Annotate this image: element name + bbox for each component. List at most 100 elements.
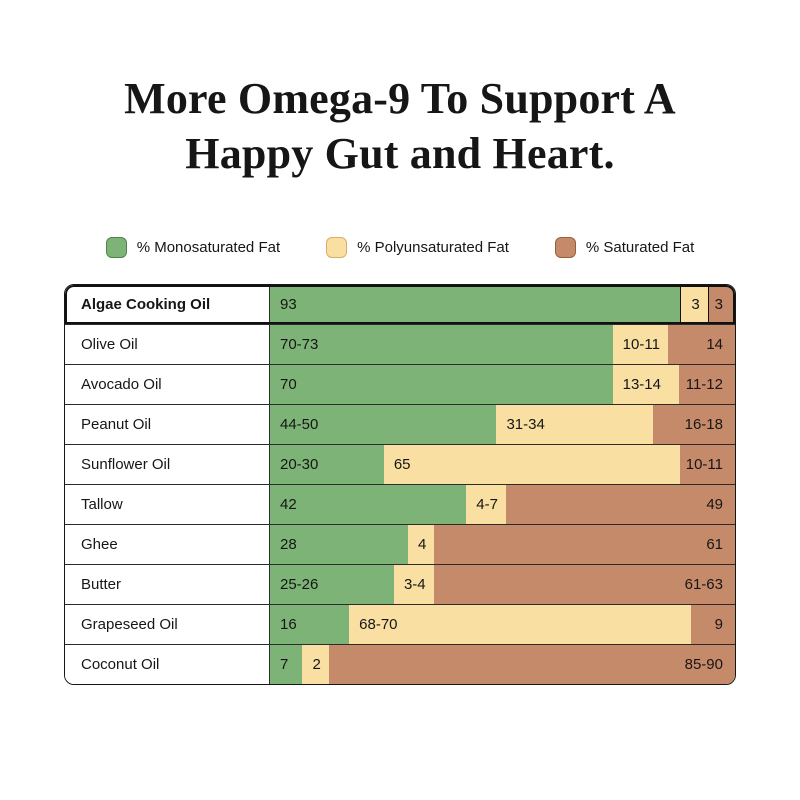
table-row: Algae Cooking Oil 93 3 3 bbox=[65, 285, 735, 325]
bar-value: 11-12 bbox=[685, 376, 723, 394]
bar-value: 3-4 bbox=[403, 576, 426, 594]
legend-item-saturated: % Saturated Fat bbox=[554, 237, 695, 259]
stacked-bar: 44-50 31-34 16-18 bbox=[270, 405, 735, 445]
legend-label-saturated: % Saturated Fat bbox=[585, 239, 695, 257]
row-label: Algae Cooking Oil bbox=[65, 285, 270, 325]
bar-segment-yellow: 3 bbox=[680, 285, 708, 325]
bar-value: 10-11 bbox=[685, 456, 723, 474]
saturated-swatch-icon bbox=[554, 237, 576, 259]
table-row: Olive Oil 70-73 10-11 14 bbox=[65, 324, 735, 365]
row-label: Grapeseed Oil bbox=[65, 605, 270, 645]
bar-value: 61-63 bbox=[684, 576, 723, 594]
bar-value: 4 bbox=[418, 536, 427, 554]
table-row: Butter 25-26 3-4 61-63 bbox=[65, 564, 735, 605]
stacked-bar: 7 2 85-90 bbox=[270, 645, 735, 685]
bar-value: 70-73 bbox=[280, 336, 319, 354]
row-label: Olive Oil bbox=[65, 325, 270, 365]
stacked-bar: 28 4 61 bbox=[270, 525, 735, 565]
bar-value: 20-30 bbox=[280, 456, 319, 474]
table-row: Ghee 28 4 61 bbox=[65, 524, 735, 565]
table-row: Coconut Oil 7 2 85-90 bbox=[65, 644, 735, 685]
bar-segment-yellow: 3-4 bbox=[393, 565, 434, 605]
bar-segment-yellow: 4 bbox=[408, 525, 435, 565]
bar-value: 65 bbox=[393, 456, 411, 474]
bar-segment-brown: 16-18 bbox=[653, 405, 735, 445]
bar-value: 16 bbox=[280, 616, 297, 634]
bar-value: 9 bbox=[714, 616, 723, 634]
row-label: Avocado Oil bbox=[65, 365, 270, 405]
bar-segment-brown: 61-63 bbox=[433, 565, 735, 605]
table-row: Grapeseed Oil 16 68-70 9 bbox=[65, 604, 735, 645]
bar-value: 93 bbox=[280, 296, 297, 314]
bar-segment-yellow: 2 bbox=[302, 645, 329, 685]
table-row: Tallow 42 4-7 49 bbox=[65, 484, 735, 525]
row-label: Tallow bbox=[65, 485, 270, 525]
legend-item-polyunsaturated: % Polyunsaturated Fat bbox=[326, 237, 509, 259]
bar-segment-yellow: 68-70 bbox=[349, 605, 691, 645]
bar-value: 4-7 bbox=[476, 496, 498, 514]
row-label: Ghee bbox=[65, 525, 270, 565]
bar-segment-green: 70 bbox=[270, 365, 613, 405]
bar-segment-yellow: 31-34 bbox=[496, 405, 654, 445]
bar-value: 44-50 bbox=[280, 416, 319, 434]
bar-value: 31-34 bbox=[506, 416, 545, 434]
bar-segment-brown: 3 bbox=[707, 285, 735, 325]
title-line-2: Happy Gut and Heart. bbox=[185, 128, 615, 178]
bar-value: 49 bbox=[706, 496, 723, 514]
bar-segment-brown: 9 bbox=[690, 605, 735, 645]
row-label: Sunflower Oil bbox=[65, 445, 270, 485]
bar-value: 14 bbox=[706, 336, 723, 354]
legend-item-monosaturated: % Monosaturated Fat bbox=[105, 237, 281, 259]
bar-segment-green: 25-26 bbox=[270, 565, 394, 605]
bar-value: 3 bbox=[691, 296, 700, 314]
stacked-bar: 42 4-7 49 bbox=[270, 485, 735, 525]
row-label: Coconut Oil bbox=[65, 645, 270, 685]
bar-value: 3 bbox=[714, 296, 723, 314]
row-label: Butter bbox=[65, 565, 270, 605]
bar-value: 10-11 bbox=[622, 336, 660, 354]
table-row: Peanut Oil 44-50 31-34 16-18 bbox=[65, 404, 735, 445]
stacked-bar: 93 3 3 bbox=[270, 285, 735, 325]
stacked-bar: 20-30 65 10-11 bbox=[270, 445, 735, 485]
bar-segment-green: 28 bbox=[270, 525, 409, 565]
bar-value: 13-14 bbox=[622, 376, 661, 394]
bar-value: 42 bbox=[280, 496, 297, 514]
stacked-bar: 25-26 3-4 61-63 bbox=[270, 565, 735, 605]
monosaturated-swatch-icon bbox=[105, 237, 127, 259]
polyunsaturated-swatch-icon bbox=[326, 237, 348, 259]
stacked-bar: 16 68-70 9 bbox=[270, 605, 735, 645]
stacked-bar: 70-73 10-11 14 bbox=[270, 325, 735, 365]
bar-segment-yellow: 65 bbox=[383, 445, 680, 485]
page-title: More Omega-9 To Support A Happy Gut and H… bbox=[64, 72, 736, 181]
bar-value: 2 bbox=[312, 656, 321, 674]
bar-segment-brown: 14 bbox=[667, 325, 735, 365]
bar-segment-green: 93 bbox=[270, 285, 681, 325]
bar-segment-green: 70-73 bbox=[270, 325, 613, 365]
bar-segment-brown: 11-12 bbox=[678, 365, 735, 405]
title-line-1: More Omega-9 To Support A bbox=[124, 74, 676, 123]
bar-value: 85-90 bbox=[684, 656, 723, 674]
bar-segment-green: 7 bbox=[270, 645, 303, 685]
legend: % Monosaturated Fat % Polyunsaturated Fa… bbox=[64, 237, 736, 259]
bar-segment-brown: 85-90 bbox=[328, 645, 735, 685]
row-label: Peanut Oil bbox=[65, 405, 270, 445]
stacked-bar: 70 13-14 11-12 bbox=[270, 365, 735, 405]
bar-segment-green: 44-50 bbox=[270, 405, 497, 445]
bar-segment-brown: 49 bbox=[505, 485, 735, 525]
bar-segment-yellow: 10-11 bbox=[612, 325, 668, 365]
bar-segment-brown: 61 bbox=[434, 525, 735, 565]
bar-value: 25-26 bbox=[280, 576, 319, 594]
bar-segment-brown: 10-11 bbox=[679, 445, 735, 485]
legend-label-polyunsaturated: % Polyunsaturated Fat bbox=[357, 239, 509, 257]
bar-segment-yellow: 4-7 bbox=[466, 485, 506, 525]
bar-segment-green: 16 bbox=[270, 605, 350, 645]
bar-value: 68-70 bbox=[359, 616, 398, 634]
fat-comparison-table: Algae Cooking Oil 93 3 3 Olive Oil 70-73 10… bbox=[64, 284, 736, 686]
bar-value: 61 bbox=[706, 536, 723, 554]
bar-value: 7 bbox=[280, 656, 289, 674]
legend-label-monosaturated: % Monosaturated Fat bbox=[136, 239, 281, 257]
bar-segment-green: 42 bbox=[270, 485, 467, 525]
table-row: Avocado Oil 70 13-14 11-12 bbox=[65, 364, 735, 405]
bar-segment-green: 20-30 bbox=[270, 445, 384, 485]
